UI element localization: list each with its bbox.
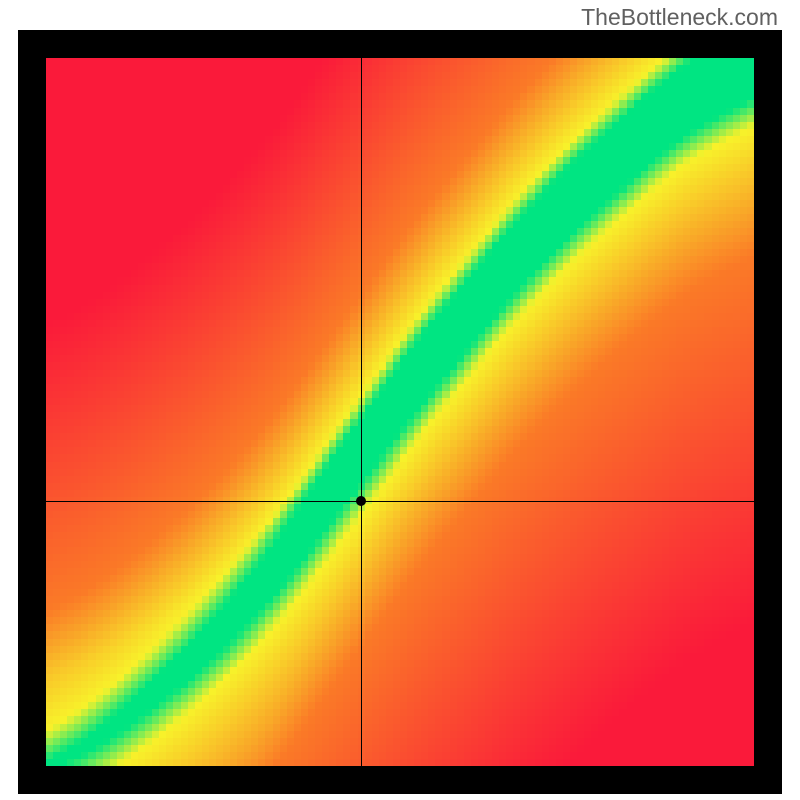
heatmap-canvas [46,58,754,766]
crosshair-vertical [361,58,362,766]
chart-frame [18,30,782,794]
watermark-text: TheBottleneck.com [581,4,778,31]
image-root: TheBottleneck.com [0,0,800,800]
marker-dot [356,496,366,506]
crosshair-horizontal [46,501,754,502]
plot-area [46,58,754,766]
